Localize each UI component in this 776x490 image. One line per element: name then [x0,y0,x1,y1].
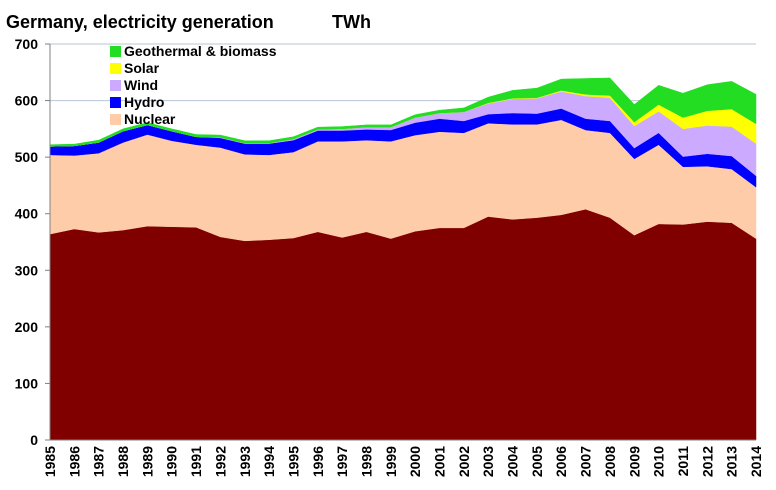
x-tick-label: 1998 [358,446,374,477]
y-tick-label: 600 [15,93,39,109]
y-axis-ticks: 0 100 200 300 400 500 600 700 [15,36,50,448]
x-tick-label: 1993 [237,446,253,477]
x-tick-label: 1999 [383,446,399,477]
x-tick-label: 1994 [261,446,277,477]
x-tick-label: 1985 [42,446,58,477]
legend-swatch [110,46,121,57]
legend-swatch [110,80,121,91]
x-tick-label: 1989 [139,446,155,477]
chart-unit: TWh [332,12,371,32]
x-tick-label: 2012 [699,446,715,477]
x-tick-label: 1988 [115,446,131,477]
area-nuclear [49,208,757,441]
legend-label: Wind [124,77,158,93]
stacked-areas [49,77,757,441]
x-tick-label: 1986 [66,446,82,477]
x-tick-label: 2000 [407,446,423,477]
area-geothermal-biomass [49,77,757,147]
x-axis-ticks: 1985 1986 1987 1988 1989 1990 1991 1992 1993 1994… [42,446,764,477]
y-tick-label: 700 [15,36,39,52]
legend-swatch [110,97,121,108]
x-tick-label: 2010 [651,446,667,477]
x-tick-label: 2008 [602,446,618,477]
y-tick-label: 200 [15,319,39,335]
x-tick-label: 2001 [432,446,448,477]
x-tick-label: 2002 [456,446,472,477]
x-tick-label: 2004 [505,446,521,477]
x-tick-label: 2013 [724,446,740,477]
chart-title: Germany, electricity generation [6,12,274,32]
x-tick-label: 2014 [748,446,764,477]
y-tick-label: 500 [15,149,39,165]
x-tick-label: 1990 [164,446,180,477]
legend-swatch [110,114,121,125]
x-tick-label: 2006 [553,446,569,477]
x-tick-label: 1992 [212,446,228,477]
legend-swatch [110,63,121,74]
legend-label: Nuclear [124,111,176,127]
x-tick-label: 2011 [675,446,691,477]
legend-label: Geothermal & biomass [124,43,277,59]
legend: Geothermal & biomassSolarWindHydroNuclea… [110,43,277,127]
y-tick-label: 400 [15,206,39,222]
x-tick-label: 2005 [529,446,545,477]
x-tick-label: 2009 [626,446,642,477]
x-tick-label: 1996 [310,446,326,477]
legend-label: Hydro [124,94,164,110]
legend-label: Solar [124,60,160,76]
x-tick-label: 2007 [578,446,594,477]
x-tick-label: 1991 [188,446,204,477]
y-tick-label: 0 [30,432,38,448]
y-tick-label: 300 [15,262,39,278]
x-tick-label: 1997 [334,446,350,477]
y-tick-label: 100 [15,375,39,391]
x-tick-label: 1995 [285,446,301,477]
x-tick-label: 2003 [480,446,496,477]
axes [49,44,756,441]
x-tick-label: 1987 [91,446,107,477]
